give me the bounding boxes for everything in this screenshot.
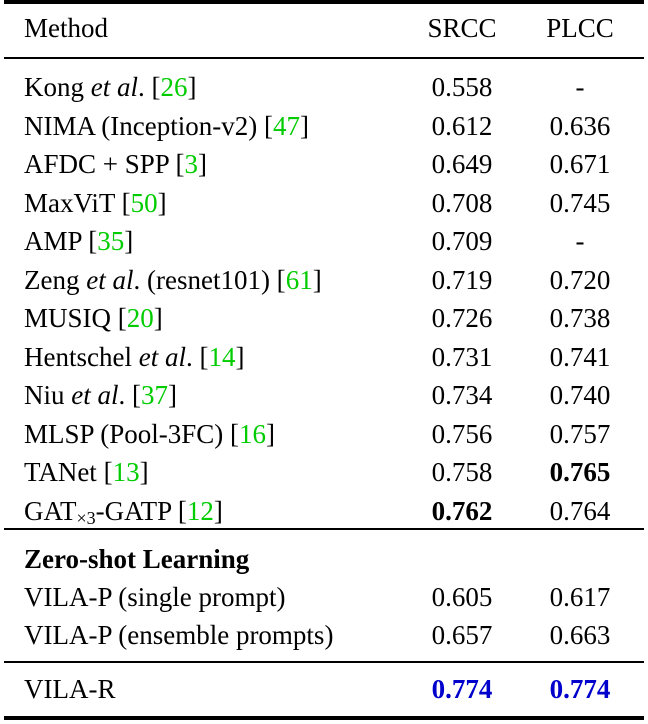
top-rule bbox=[4, 0, 644, 4]
table-row: MLSP (Pool-3FC) [16] 0.756 0.757 bbox=[0, 415, 648, 453]
table-row: VILA-P (single prompt) 0.605 0.617 bbox=[24, 582, 611, 612]
header-srcc: SRCC bbox=[427, 13, 497, 43]
final-row: VILA-R 0.774 0.774 bbox=[0, 670, 648, 708]
table-row: TANet [13] 0.758 0.765 bbox=[0, 453, 648, 491]
table-row: MaxViT [50] 0.708 0.745 bbox=[0, 184, 648, 222]
table-row: NIMA (Inception-v2) [47] 0.612 0.636 bbox=[0, 107, 648, 145]
table-row: VILA-P (ensemble prompts) 0.657 0.663 bbox=[24, 620, 611, 650]
mid-rule bbox=[4, 528, 644, 530]
method-name: MLSP (Pool-3FC) [16] bbox=[24, 418, 276, 449]
method-name: Hentschel et al. [14] bbox=[24, 341, 245, 372]
srcc-value: 0.649 bbox=[431, 149, 493, 179]
srcc-value: 0.734 bbox=[431, 380, 493, 410]
citation-link[interactable]: 26 bbox=[160, 72, 188, 102]
plcc-value: 0.745 bbox=[549, 187, 611, 218]
citation-link[interactable]: 20 bbox=[126, 303, 154, 333]
final-srcc: 0.774 bbox=[431, 674, 493, 704]
srcc-value: 0.756 bbox=[431, 418, 493, 449]
plcc-value: 0.636 bbox=[549, 110, 611, 141]
table-row: Kong et al. [26] 0.558 - bbox=[0, 68, 648, 106]
citation-link[interactable]: 3 bbox=[184, 149, 199, 179]
header-row: Method SRCC PLCC bbox=[0, 9, 648, 47]
plcc-value: 0.765 bbox=[549, 457, 611, 487]
table-row: GAT×3-GATP [12] 0.762 0.764 bbox=[0, 492, 648, 530]
plcc-value: 0.738 bbox=[549, 303, 611, 333]
plcc-value: 0.740 bbox=[549, 380, 611, 410]
plcc-value: - bbox=[575, 72, 585, 102]
srcc-value: 0.709 bbox=[431, 226, 493, 256]
table-row: Niu et al. [37] 0.734 0.740 bbox=[0, 376, 648, 414]
plcc-value: 0.757 bbox=[549, 418, 611, 449]
srcc-value: 0.731 bbox=[431, 341, 493, 372]
citation-link[interactable]: 47 bbox=[272, 110, 300, 141]
srcc-value: 0.758 bbox=[431, 457, 493, 487]
final-rule bbox=[4, 661, 644, 663]
plcc-value: 0.764 bbox=[549, 495, 611, 526]
srcc-value: 0.612 bbox=[431, 110, 493, 141]
method-name: AMP [35] bbox=[24, 226, 134, 256]
method-name: GAT×3-GATP [12] bbox=[24, 495, 223, 528]
header-method: Method bbox=[24, 13, 108, 43]
citation-link[interactable]: 13 bbox=[112, 457, 140, 487]
header-plcc: PLCC bbox=[546, 13, 614, 43]
table-row: Zeng et al. (resnet101) [61] 0.719 0.720 bbox=[0, 261, 648, 299]
method-name: Zeng et al. (resnet101) [61] bbox=[24, 264, 322, 295]
plcc-value: - bbox=[575, 226, 585, 256]
method-name: Kong et al. [26] bbox=[24, 72, 197, 102]
method-name: AFDC + SPP [3] bbox=[24, 149, 208, 179]
table-row: AFDC + SPP [3] 0.649 0.671 bbox=[0, 145, 648, 183]
citation-link[interactable]: 35 bbox=[97, 226, 125, 256]
citation-link[interactable]: 37 bbox=[141, 380, 168, 410]
final-plcc: 0.774 bbox=[549, 674, 611, 704]
plcc-value: 0.720 bbox=[549, 264, 611, 295]
citation-link[interactable]: 12 bbox=[186, 495, 214, 526]
srcc-value: 0.558 bbox=[431, 72, 493, 102]
srcc-value: 0.719 bbox=[431, 264, 493, 295]
srcc-value: 0.708 bbox=[431, 187, 493, 218]
citation-link[interactable]: 16 bbox=[239, 418, 267, 449]
table-row: AMP [35] 0.709 - bbox=[0, 222, 648, 260]
method-name: MUSIQ [20] bbox=[24, 303, 163, 333]
table-row: Hentschel et al. [14] 0.731 0.741 bbox=[0, 338, 648, 376]
method-name: MaxViT [50] bbox=[24, 187, 167, 218]
plcc-value: 0.671 bbox=[549, 149, 611, 179]
zero-shot-header: Zero-shot Learning bbox=[24, 544, 250, 574]
citation-link[interactable]: 14 bbox=[208, 341, 236, 372]
table-row: MUSIQ [20] 0.726 0.738 bbox=[0, 299, 648, 337]
plcc-value: 0.741 bbox=[549, 341, 611, 372]
citation-link[interactable]: 50 bbox=[130, 187, 158, 218]
srcc-value: 0.762 bbox=[431, 495, 493, 526]
method-name: TANet [13] bbox=[24, 457, 149, 487]
srcc-value: 0.726 bbox=[431, 303, 493, 333]
header-rule bbox=[4, 57, 644, 59]
bottom-rule bbox=[4, 716, 644, 720]
citation-link[interactable]: 61 bbox=[285, 264, 313, 295]
method-name: NIMA (Inception-v2) [47] bbox=[24, 110, 309, 141]
method-name: Niu et al. [37] bbox=[24, 380, 177, 410]
